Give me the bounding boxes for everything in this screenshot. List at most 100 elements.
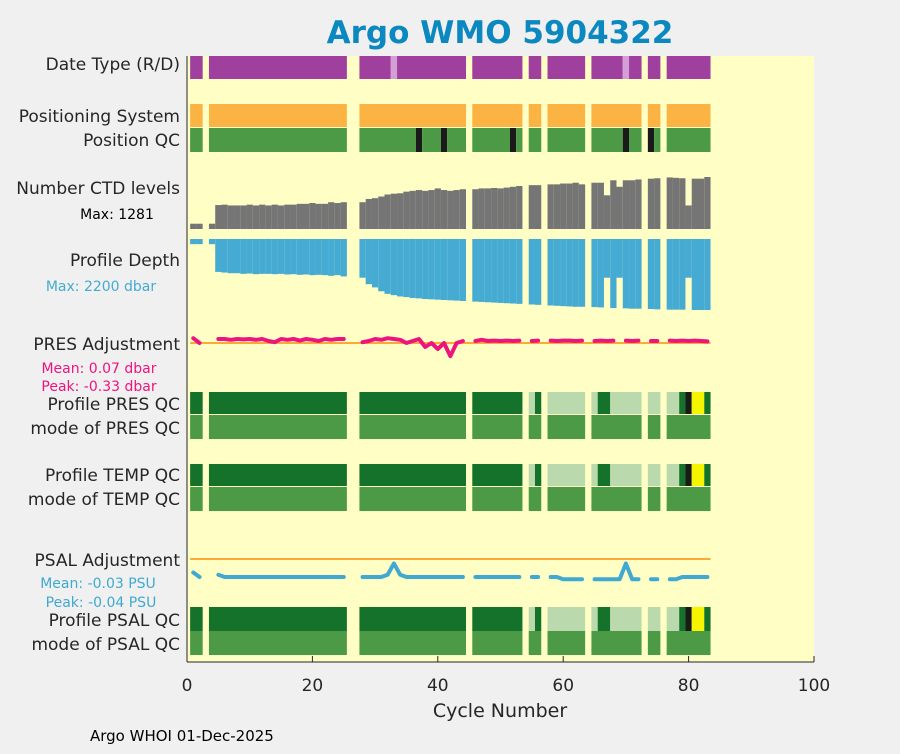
position-qc-segment xyxy=(648,128,654,152)
label-ctd-levels: Number CTD levels xyxy=(16,179,180,199)
position-qc-segment xyxy=(548,128,586,152)
x-tick-label: 80 xyxy=(678,676,700,696)
profile-depth-bar xyxy=(491,239,497,303)
ctd-max-annotation: Max: 1281 xyxy=(80,207,154,223)
profile-pres-qc-segment xyxy=(704,392,710,414)
profile-psal-qc-row xyxy=(190,607,710,631)
ctd-level-bar xyxy=(422,191,428,229)
ctd-level-bar xyxy=(378,197,384,229)
profile-depth-bar xyxy=(529,239,535,305)
profile-temp-qc-segment xyxy=(548,464,586,486)
label-pres-adjustment: PRES Adjustment xyxy=(33,335,180,355)
ctd-level-bar xyxy=(698,179,704,229)
profile-depth-bar xyxy=(673,239,679,310)
label-positioning-system: Positioning System xyxy=(19,107,180,127)
ctd-level-bar xyxy=(309,203,315,229)
profile-pres-qc-segment xyxy=(472,392,522,414)
position-qc-segment xyxy=(510,128,516,152)
position-qc-segment xyxy=(416,128,422,152)
date-type-segment xyxy=(397,56,466,79)
profile-depth-bar xyxy=(648,239,654,309)
profile-depth-bar xyxy=(272,239,278,274)
mode-pres-qc-row xyxy=(190,415,710,439)
ctd-level-bar xyxy=(391,194,397,229)
ctd-level-bar xyxy=(297,204,303,229)
profile-depth-bar xyxy=(435,239,441,300)
ctd-level-bar xyxy=(629,180,635,229)
mode-psal-qc-segment xyxy=(190,631,203,655)
ctd-level-bar xyxy=(673,178,679,229)
profile-depth-bar xyxy=(284,239,290,275)
position-qc-segment xyxy=(623,128,629,152)
mode-temp-qc-row xyxy=(190,487,710,511)
ctd-level-bar xyxy=(221,205,227,229)
x-axis-label: Cycle Number xyxy=(433,700,567,722)
positioning-system-segment xyxy=(529,104,542,127)
profile-depth-bar xyxy=(623,239,629,308)
profile-temp-qc-segment xyxy=(667,464,680,486)
pres-mean-annotation: Mean: 0.07 dbar xyxy=(41,361,156,377)
profile-depth-bar xyxy=(322,239,328,275)
profile-psal-qc-segment xyxy=(679,607,685,631)
profile-psal-qc-segment xyxy=(535,607,541,631)
profile-depth-bar xyxy=(548,239,554,305)
profile-depth-bar xyxy=(328,239,334,276)
ctd-level-bar xyxy=(209,224,215,229)
ctd-level-bar xyxy=(341,202,347,229)
profile-depth-bar xyxy=(598,239,604,307)
mode-pres-qc-segment xyxy=(209,415,347,439)
ctd-level-bar xyxy=(598,183,604,229)
ctd-level-bar xyxy=(359,202,365,229)
profile-pres-qc-row xyxy=(190,392,710,414)
positioning-system-segment xyxy=(472,104,522,127)
profile-depth-bar xyxy=(566,239,572,306)
profile-psal-qc-segment xyxy=(548,607,586,631)
profile-temp-qc-segment xyxy=(685,464,691,486)
pres-peak-annotation: Peak: -0.33 dbar xyxy=(41,379,156,395)
date-type-row xyxy=(190,56,710,79)
position-qc-segment xyxy=(654,128,660,152)
profile-depth-bar xyxy=(667,239,673,310)
profile-pres-qc-segment xyxy=(190,392,203,414)
ctd-level-bar xyxy=(196,224,202,229)
ctd-level-bar xyxy=(240,205,246,229)
mode-temp-qc-segment xyxy=(359,487,466,511)
ctd-level-bar xyxy=(234,205,240,229)
profile-depth-bar xyxy=(196,239,202,244)
ctd-level-bar xyxy=(328,202,334,229)
x-tick-label: 100 xyxy=(798,676,830,696)
profile-psal-qc-segment xyxy=(685,607,691,631)
positioning-system-segment xyxy=(209,104,347,127)
mode-psal-qc-segment xyxy=(667,631,711,655)
date-type-segment xyxy=(209,56,347,79)
profile-depth-bar xyxy=(259,239,265,274)
mode-temp-qc-segment xyxy=(529,487,542,511)
profile-pres-qc-segment xyxy=(591,392,597,414)
profile-depth-bar xyxy=(397,239,403,296)
mode-psal-qc-segment xyxy=(209,631,347,655)
profile-depth-bar xyxy=(215,239,221,272)
profile-depth-bar xyxy=(591,239,597,307)
profile-depth-bar xyxy=(679,239,685,310)
ctd-level-bar xyxy=(435,188,441,229)
profile-depth-bar xyxy=(341,239,347,276)
profile-temp-qc-segment xyxy=(209,464,347,486)
position-qc-segment xyxy=(190,128,203,152)
profile-psal-qc-segment xyxy=(598,607,611,631)
profile-depth-bar xyxy=(422,239,428,299)
ctd-level-bar xyxy=(290,205,296,229)
ctd-level-bar xyxy=(491,188,497,229)
mode-pres-qc-segment xyxy=(359,415,466,439)
profile-depth-bar xyxy=(692,239,698,310)
ctd-level-bar xyxy=(685,205,691,229)
positioning-system-segment xyxy=(667,104,711,127)
ctd-level-bar xyxy=(635,179,641,229)
profile-depth-bar xyxy=(472,239,478,302)
mode-psal-qc-segment xyxy=(648,631,661,655)
profile-pres-qc-segment xyxy=(529,392,535,414)
x-tick-label: 40 xyxy=(427,676,449,696)
profile-depth-bar xyxy=(604,239,610,278)
profile-pres-qc-segment xyxy=(548,392,586,414)
mode-temp-qc-segment xyxy=(667,487,711,511)
